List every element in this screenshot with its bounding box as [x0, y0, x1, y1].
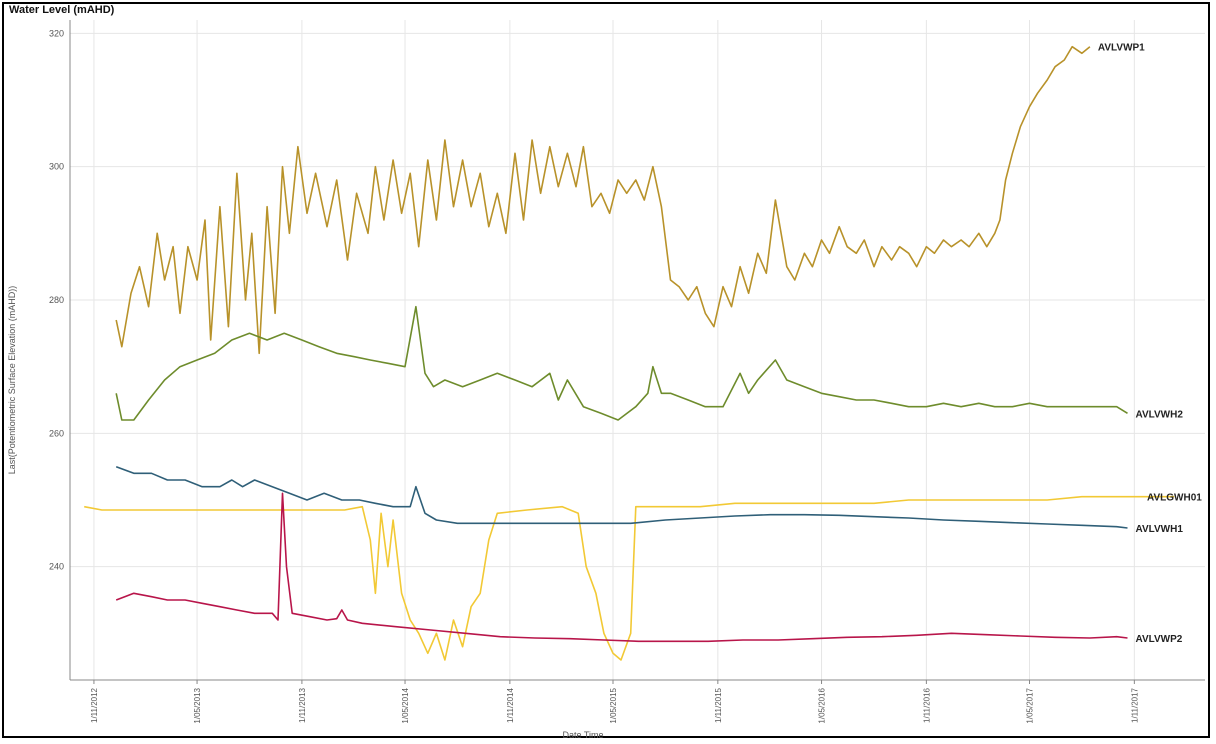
- y-axis-label: Last(Potentiometric Surface Elevation (m…: [7, 286, 17, 475]
- x-tick-label: 1/11/2016: [922, 687, 931, 723]
- grid: [70, 20, 1205, 680]
- chart-title: Water Level (mAHD): [9, 4, 115, 16]
- series-label-avlgwh01: AVLGWH01: [1147, 493, 1202, 504]
- series-line-avlvwh2: [115, 305, 1128, 421]
- axes: 240 260 280 300 320 1/11/2012 1/05/2013 1/11/20…: [49, 20, 1205, 724]
- x-axis-label: Date Time: [562, 730, 603, 740]
- series-label-avlvwh2: AVLVWH2: [1136, 409, 1184, 420]
- series-line-avlgwh01: [84, 495, 1175, 661]
- x-tick-label: 1/05/2013: [193, 687, 202, 723]
- series-line-avlvwh1: [115, 465, 1128, 529]
- series-labels: AVLVWP1 AVLVWH2 AVLGWH01 AVLVWH1 AVLVWP2: [1098, 43, 1202, 645]
- y-tick-label: 280: [49, 295, 64, 305]
- y-tick-label: 260: [49, 428, 64, 438]
- y-tick-label: 240: [49, 562, 64, 572]
- y-tick-label: 320: [49, 28, 64, 38]
- x-tick-label: 1/11/2013: [298, 687, 307, 723]
- series-line-avlvwp1: [115, 45, 1091, 355]
- x-tick-label: 1/05/2017: [1026, 687, 1035, 723]
- series-group: [84, 45, 1175, 661]
- x-tick-label: 1/05/2016: [818, 687, 827, 723]
- x-tick-label: 1/05/2014: [401, 687, 410, 723]
- x-tick-label: 1/05/2015: [609, 687, 618, 723]
- x-tick-label: 1/11/2015: [714, 687, 723, 723]
- series-line-avlvwp2: [115, 492, 1128, 643]
- x-tick-label: 1/11/2012: [90, 687, 99, 723]
- x-tick-label: 1/11/2014: [506, 687, 515, 723]
- series-label-avlvwp2: AVLVWP2: [1136, 634, 1183, 645]
- x-tick-label: 1/11/2017: [1130, 687, 1139, 723]
- y-tick-label: 300: [49, 162, 64, 172]
- series-label-avlvwh1: AVLVWH1: [1136, 524, 1184, 535]
- series-label-avlvwp1: AVLVWP1: [1098, 43, 1145, 54]
